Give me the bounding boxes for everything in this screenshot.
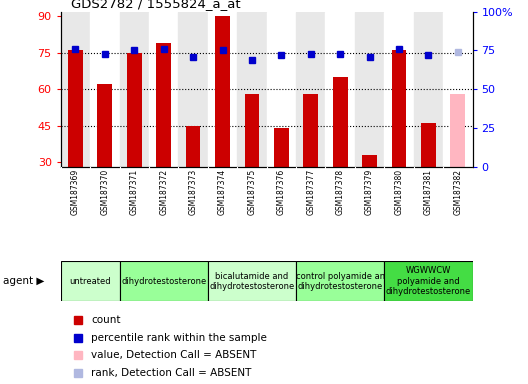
Bar xyxy=(156,43,171,167)
Bar xyxy=(421,123,436,167)
Bar xyxy=(90,12,119,167)
Text: bicalutamide and
dihydrotestosterone: bicalutamide and dihydrotestosterone xyxy=(209,271,295,291)
Bar xyxy=(119,12,149,167)
Bar xyxy=(127,53,142,167)
Bar xyxy=(68,50,83,167)
Bar xyxy=(384,12,414,167)
Bar xyxy=(119,12,149,167)
Bar xyxy=(392,50,407,167)
Text: agent ▶: agent ▶ xyxy=(3,276,44,286)
Bar xyxy=(149,12,178,167)
Text: GSM187375: GSM187375 xyxy=(248,169,257,215)
Text: count: count xyxy=(91,315,121,325)
Text: GSM187372: GSM187372 xyxy=(159,169,168,215)
Text: rank, Detection Call = ABSENT: rank, Detection Call = ABSENT xyxy=(91,368,252,378)
Bar xyxy=(296,12,325,167)
Bar xyxy=(186,126,201,167)
Bar xyxy=(414,12,443,167)
Text: GSM187382: GSM187382 xyxy=(454,169,463,215)
Bar xyxy=(384,261,473,301)
Text: GSM187373: GSM187373 xyxy=(188,169,197,215)
Bar xyxy=(208,12,237,167)
Bar xyxy=(237,12,267,167)
Bar xyxy=(208,12,237,167)
Bar xyxy=(274,128,289,167)
Text: dihydrotestosterone: dihydrotestosterone xyxy=(121,277,206,286)
Text: untreated: untreated xyxy=(69,277,111,286)
Text: GSM187378: GSM187378 xyxy=(336,169,345,215)
Bar xyxy=(384,12,414,167)
Text: GDS2782 / 1555824_a_at: GDS2782 / 1555824_a_at xyxy=(71,0,241,10)
Bar xyxy=(149,12,178,167)
Text: control polyamide an
dihydrotestosterone: control polyamide an dihydrotestosterone xyxy=(296,271,385,291)
Bar xyxy=(244,94,259,167)
Text: WGWWCW
polyamide and
dihydrotestosterone: WGWWCW polyamide and dihydrotestosterone xyxy=(386,266,471,296)
Text: GSM187381: GSM187381 xyxy=(424,169,433,215)
Text: GSM187380: GSM187380 xyxy=(394,169,403,215)
Text: GSM187379: GSM187379 xyxy=(365,169,374,215)
Bar xyxy=(267,12,296,167)
Text: GSM187376: GSM187376 xyxy=(277,169,286,215)
Bar xyxy=(215,17,230,167)
Bar xyxy=(61,261,119,301)
Bar xyxy=(90,12,119,167)
Bar xyxy=(355,12,384,167)
Bar xyxy=(362,155,377,167)
Bar xyxy=(237,12,267,167)
Bar xyxy=(98,84,112,167)
Bar xyxy=(296,12,325,167)
Text: GSM187371: GSM187371 xyxy=(130,169,139,215)
Bar xyxy=(325,12,355,167)
Bar xyxy=(450,94,465,167)
Bar xyxy=(267,12,296,167)
Text: GSM187369: GSM187369 xyxy=(71,169,80,215)
Bar xyxy=(61,12,90,167)
Bar xyxy=(304,94,318,167)
Bar xyxy=(333,77,347,167)
Bar xyxy=(443,12,473,167)
Bar xyxy=(296,261,384,301)
Bar xyxy=(178,12,208,167)
Bar xyxy=(178,12,208,167)
Text: percentile rank within the sample: percentile rank within the sample xyxy=(91,333,267,343)
Bar xyxy=(208,261,296,301)
Bar xyxy=(61,12,90,167)
Text: GSM187377: GSM187377 xyxy=(306,169,315,215)
Bar xyxy=(443,12,473,167)
Text: value, Detection Call = ABSENT: value, Detection Call = ABSENT xyxy=(91,350,257,360)
Bar xyxy=(325,12,355,167)
Bar xyxy=(355,12,384,167)
Text: GSM187370: GSM187370 xyxy=(100,169,109,215)
Text: GSM187374: GSM187374 xyxy=(218,169,227,215)
Bar xyxy=(414,12,443,167)
Bar xyxy=(119,261,208,301)
